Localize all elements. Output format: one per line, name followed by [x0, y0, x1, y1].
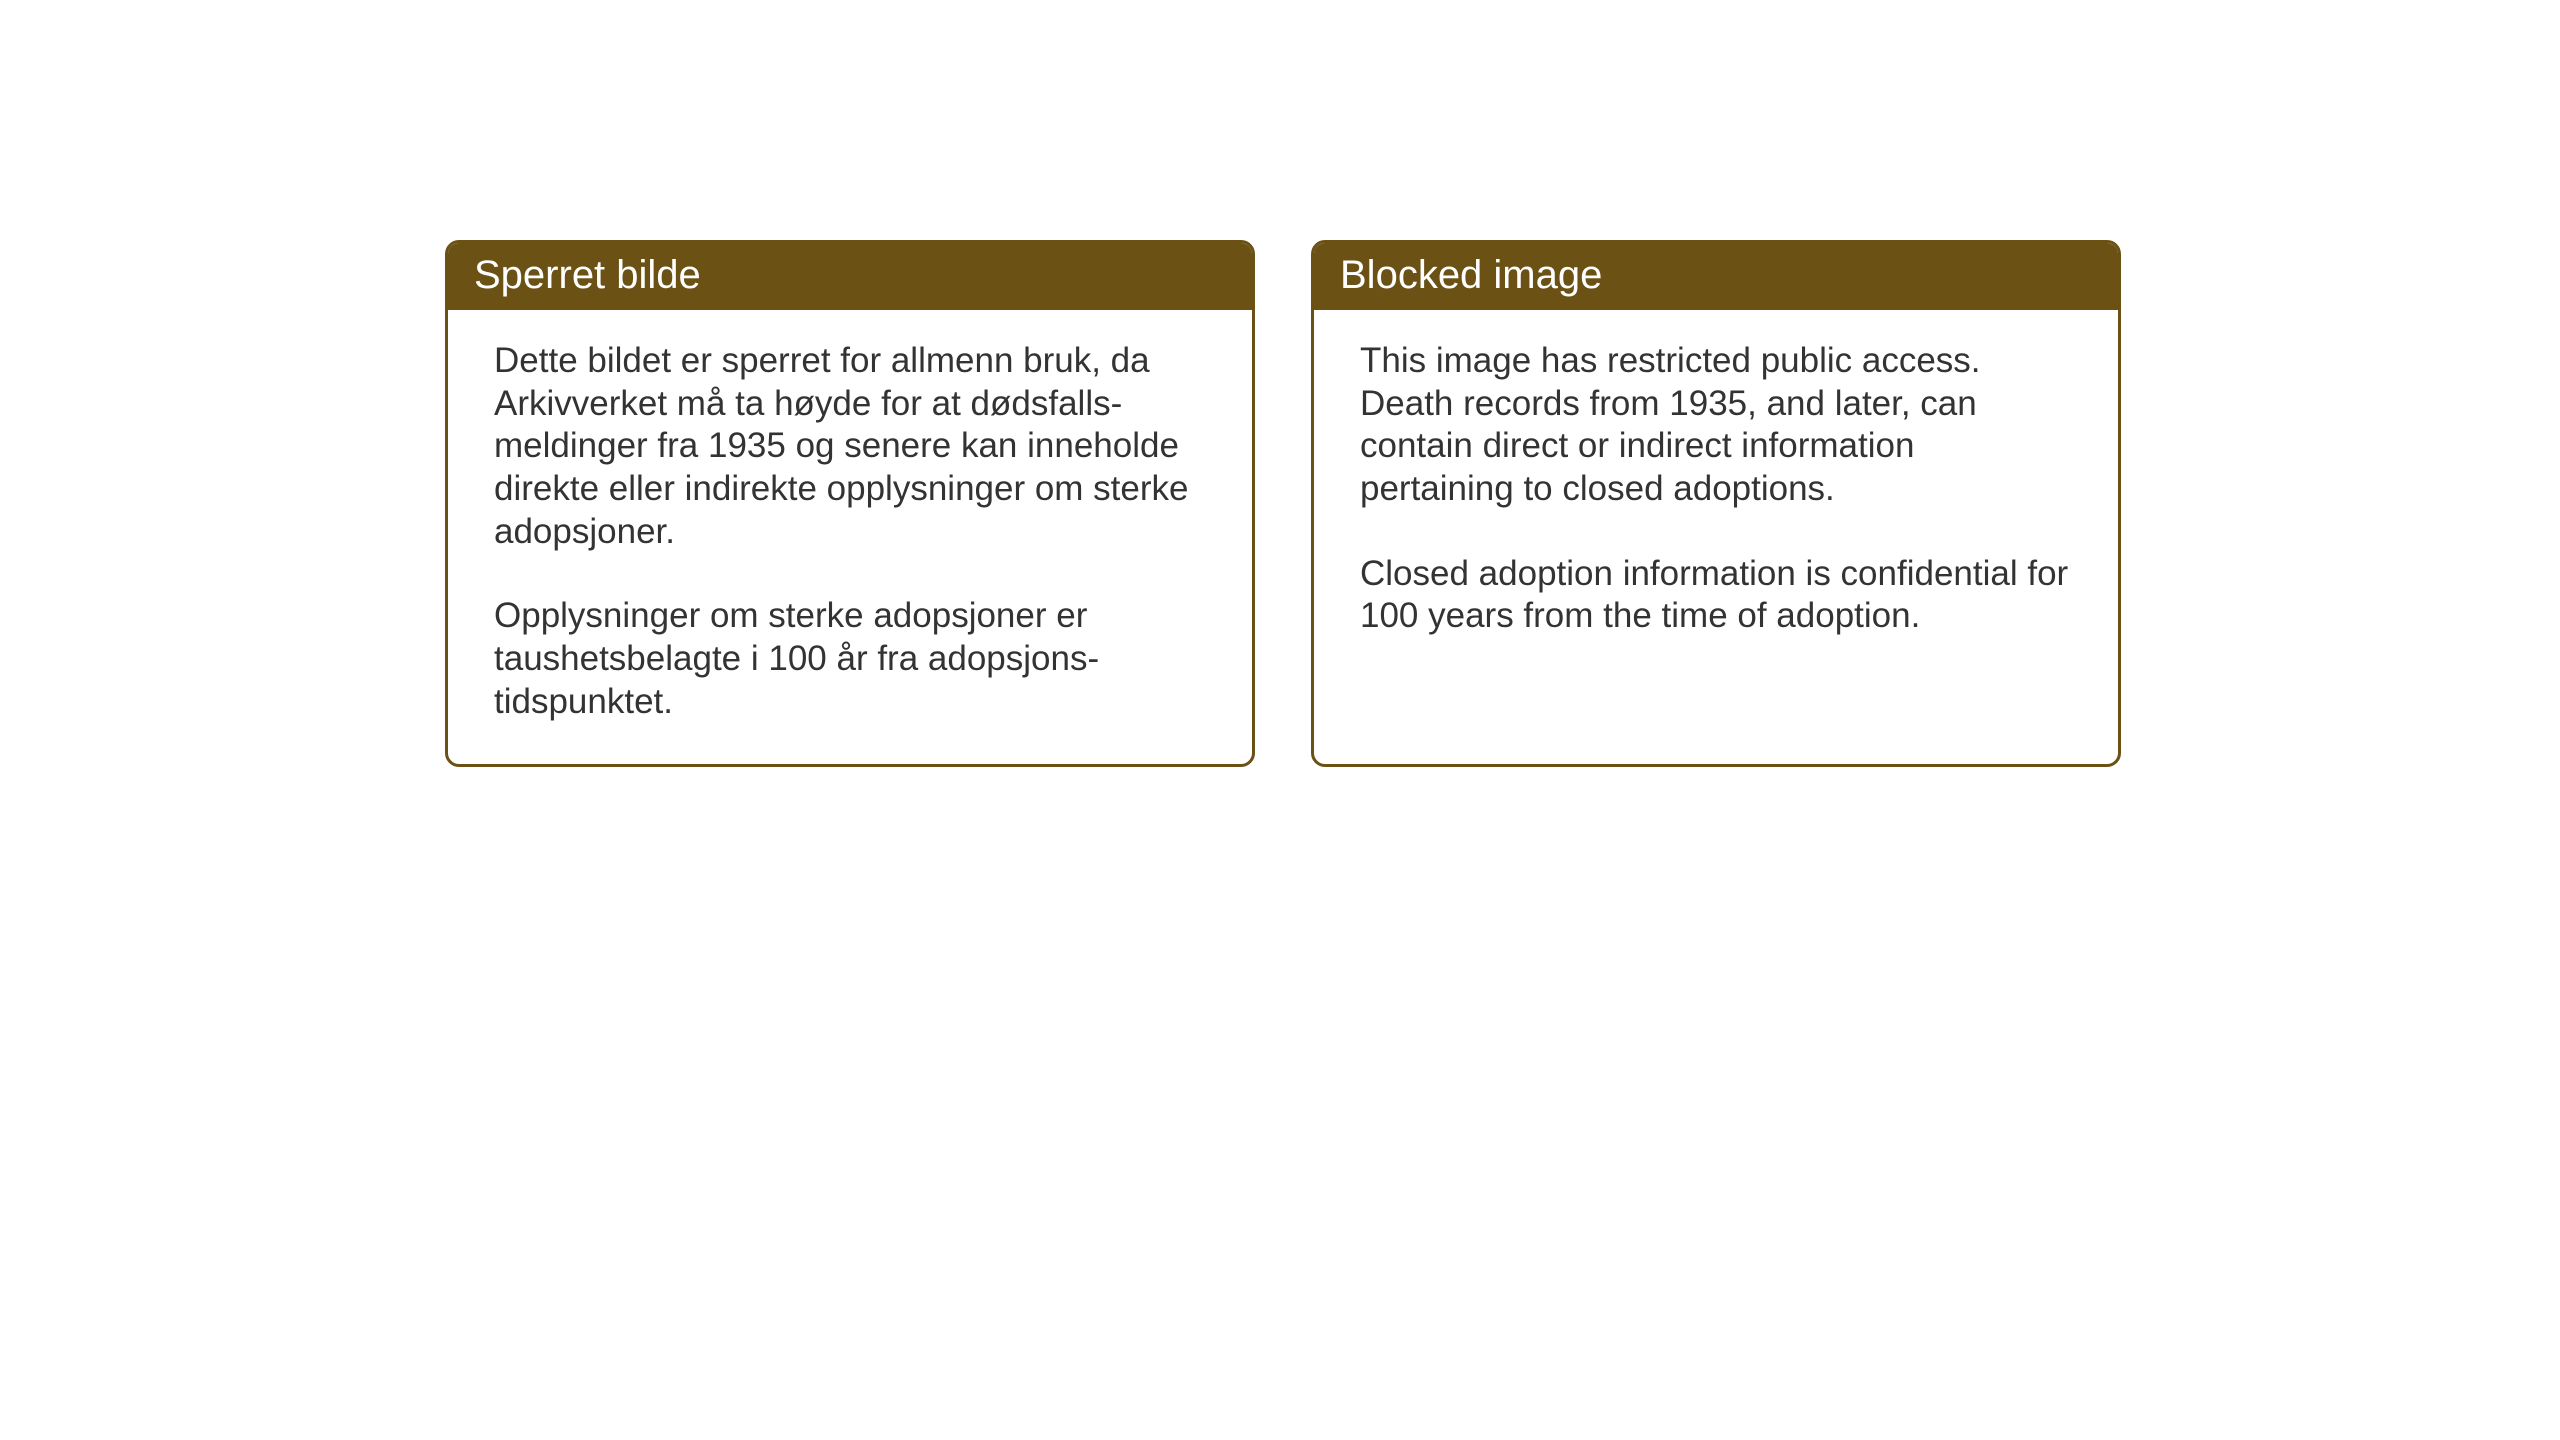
card-header-english: Blocked image [1314, 243, 2118, 310]
card-header-norwegian: Sperret bilde [448, 243, 1252, 310]
card-paragraph-2-english: Closed adoption information is confident… [1360, 553, 2072, 638]
card-paragraph-1-english: This image has restricted public access.… [1360, 340, 2072, 511]
card-title-norwegian: Sperret bilde [474, 253, 701, 297]
card-paragraph-1-norwegian: Dette bildet er sperret for allmenn bruk… [494, 340, 1206, 553]
card-paragraph-2-norwegian: Opplysninger om sterke adopsjoner er tau… [494, 595, 1206, 723]
notice-card-norwegian: Sperret bilde Dette bildet er sperret fo… [445, 240, 1255, 767]
card-title-english: Blocked image [1340, 253, 1602, 297]
notice-card-english: Blocked image This image has restricted … [1311, 240, 2121, 767]
notice-container: Sperret bilde Dette bildet er sperret fo… [445, 240, 2121, 767]
card-body-norwegian: Dette bildet er sperret for allmenn bruk… [448, 310, 1252, 764]
card-body-english: This image has restricted public access.… [1314, 310, 2118, 678]
